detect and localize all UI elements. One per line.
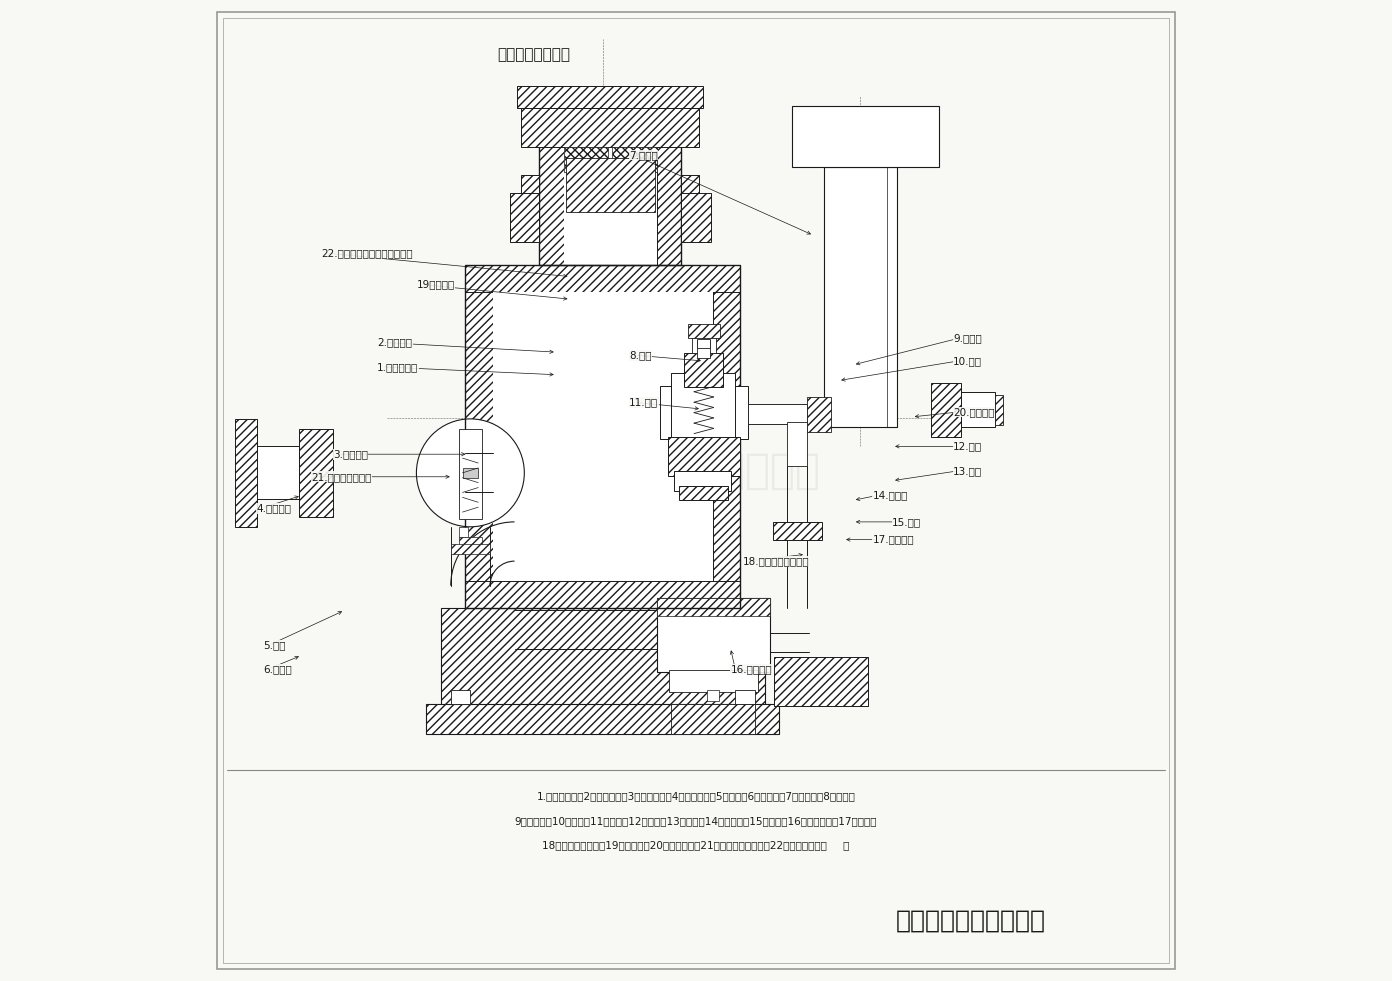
Bar <box>465 453 525 492</box>
Bar <box>681 175 699 204</box>
Bar <box>668 437 741 476</box>
Text: 7.空气罐: 7.空气罐 <box>629 150 658 160</box>
Text: 3.进口阀箱: 3.进口阀箱 <box>333 449 367 459</box>
Bar <box>773 522 821 540</box>
Text: 9，导向杆：10，阀芯：11，弹簧：12，三通：13，弯管：14，方法兰：15，阀座：16，出口阀箱：17阀芯压板: 9，导向杆：10，阀芯：11，弹簧：12，三通：13，弯管：14，方法兰：15，… <box>515 816 877 826</box>
Bar <box>685 353 724 387</box>
Bar <box>657 113 681 265</box>
Bar <box>692 334 715 353</box>
Bar <box>995 395 1004 425</box>
Bar <box>458 537 482 546</box>
Bar <box>462 468 479 478</box>
Bar <box>465 265 493 608</box>
Text: 1.泵体工作腔: 1.泵体工作腔 <box>377 362 419 372</box>
Bar <box>671 373 735 451</box>
Text: 2.芯棒法兰: 2.芯棒法兰 <box>377 337 412 347</box>
Text: 1.泵体工作腔：2，芯棒法兰：3，进口阀箱：4，进口法兰：5，弯管：6，方法兰：7，空气罐：8，阀盖：: 1.泵体工作腔：2，芯棒法兰：3，进口阀箱：4，进口法兰：5，弯管：6，方法兰：… <box>536 792 856 801</box>
Bar <box>931 383 960 437</box>
Bar <box>748 404 827 424</box>
Bar <box>539 113 564 265</box>
Bar <box>451 544 490 554</box>
Bar <box>458 429 482 519</box>
Bar <box>522 108 699 147</box>
Bar <box>735 690 754 704</box>
Bar <box>960 392 995 427</box>
Bar <box>564 113 657 265</box>
Bar <box>834 167 887 427</box>
Text: 17.阀芯压板: 17.阀芯压板 <box>873 535 915 544</box>
Text: 22.（填料密封：耐酸碱橡胶）: 22.（填料密封：耐酸碱橡胶） <box>322 248 413 258</box>
Text: 5.弯管: 5.弯管 <box>263 641 285 650</box>
Text: 19，填料箱: 19，填料箱 <box>416 280 455 289</box>
Bar <box>426 704 780 734</box>
Text: 4.进泵法兰: 4.进泵法兰 <box>256 503 291 513</box>
Bar <box>824 167 896 427</box>
Text: 威阳华星泵业有限公司: 威阳华星泵业有限公司 <box>571 450 821 491</box>
Bar <box>660 386 748 439</box>
Bar <box>679 486 728 500</box>
Bar <box>688 324 720 338</box>
Bar <box>441 608 764 706</box>
Text: 12.三通: 12.三通 <box>954 441 983 451</box>
Bar <box>774 657 867 706</box>
Bar <box>255 446 299 499</box>
Bar <box>657 598 770 616</box>
Bar <box>465 581 741 608</box>
Bar <box>681 193 711 242</box>
Bar <box>458 527 468 537</box>
Bar <box>657 598 770 672</box>
Text: 14.方法兰: 14.方法兰 <box>873 490 908 500</box>
Text: 8.阀盖: 8.阀盖 <box>629 350 651 360</box>
Bar <box>788 422 807 466</box>
Text: 16.出口阀箱: 16.出口阀箱 <box>731 664 773 674</box>
Bar <box>697 340 710 358</box>
Bar <box>668 670 757 692</box>
Circle shape <box>416 419 525 527</box>
Bar <box>539 113 681 265</box>
Text: 20.出泵法兰: 20.出泵法兰 <box>954 407 994 417</box>
Text: 9.导向杆: 9.导向杆 <box>954 334 981 343</box>
Bar <box>612 147 657 172</box>
Bar <box>235 419 256 527</box>
Text: 13.弯管: 13.弯管 <box>954 466 983 476</box>
Bar <box>509 193 539 242</box>
Bar <box>824 167 834 427</box>
Text: 21.耐酸碱橡胶阀片: 21.耐酸碱橡胶阀片 <box>312 472 372 482</box>
Bar <box>807 397 831 432</box>
Text: 咸阳华星泵业有限公司: 咸阳华星泵业有限公司 <box>895 908 1045 932</box>
Bar <box>493 292 713 581</box>
Bar <box>564 147 608 172</box>
Bar <box>792 106 940 167</box>
Text: 18，阀芯压板螺丝：19，填料箱：20，出泵法兰：21，耐酸碱橡胶阀片：22耐酸碱填料密封     ：: 18，阀芯压板螺丝：19，填料箱：20，出泵法兰：21，耐酸碱橡胶阀片：22耐酸… <box>543 841 849 851</box>
Bar <box>671 704 754 734</box>
Bar <box>522 175 539 204</box>
Bar <box>713 265 741 608</box>
Bar <box>565 158 654 212</box>
Bar <box>707 690 720 701</box>
Text: 不锈钢泵件示意图: 不锈钢泵件示意图 <box>497 47 571 63</box>
Bar <box>451 690 470 704</box>
Bar <box>674 471 731 490</box>
Text: 10.阀芯: 10.阀芯 <box>954 356 981 366</box>
Text: 11.弹簧: 11.弹簧 <box>629 397 658 407</box>
Bar <box>748 404 807 424</box>
Bar <box>465 265 741 608</box>
Bar <box>887 167 896 427</box>
Text: 6.方法兰: 6.方法兰 <box>263 664 292 674</box>
Bar <box>299 429 333 517</box>
Bar <box>465 265 741 292</box>
Text: 18.阀芯压板固定螺丝: 18.阀芯压板固定螺丝 <box>743 556 810 566</box>
Bar <box>518 86 703 108</box>
Bar <box>697 339 710 348</box>
Text: 15.阀座: 15.阀座 <box>892 517 922 527</box>
